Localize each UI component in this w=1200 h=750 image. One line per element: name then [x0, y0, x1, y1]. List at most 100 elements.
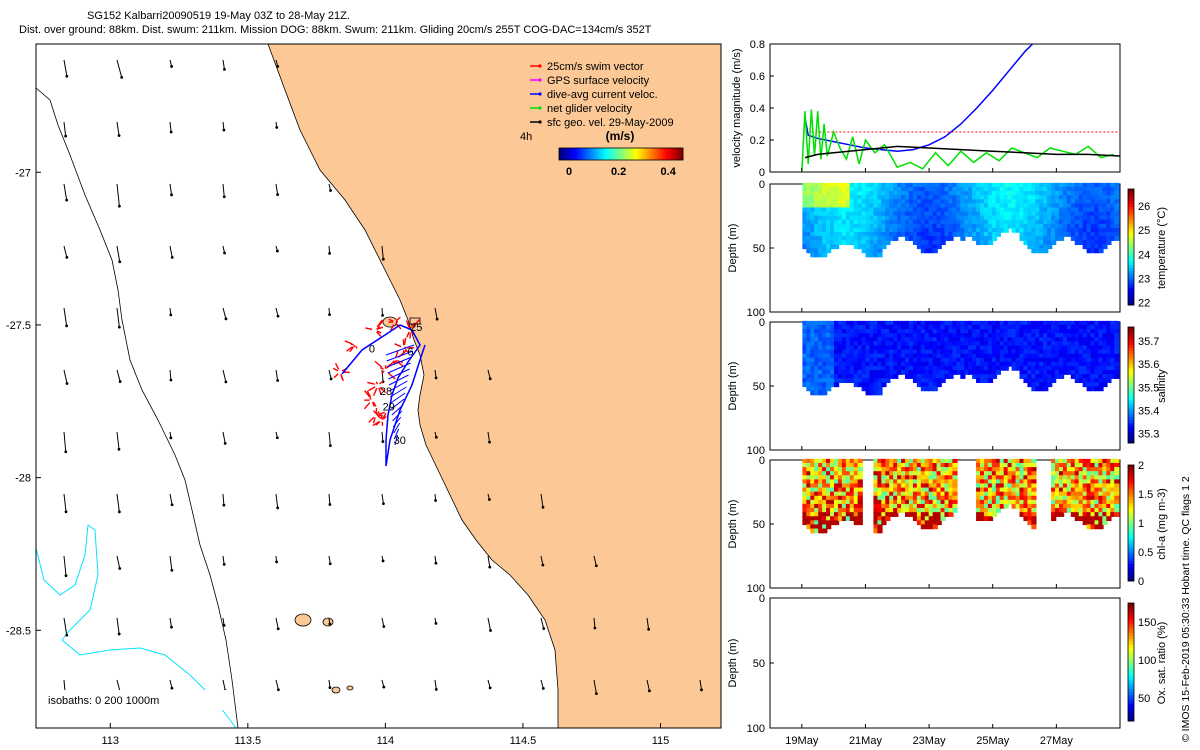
- section-cell: [999, 491, 1005, 497]
- section-cell: [802, 191, 808, 196]
- section-cell: [1019, 479, 1025, 485]
- colorbar-cell: [621, 148, 624, 160]
- section-cell: [1055, 503, 1061, 509]
- section-cell: [814, 345, 820, 351]
- section-cell: [1051, 320, 1057, 326]
- section-cell: [833, 462, 840, 468]
- section-cell: [924, 499, 930, 505]
- section-cell: [991, 475, 998, 481]
- section-cell: [853, 458, 859, 464]
- section-cell: [810, 227, 816, 233]
- section-cell: [980, 487, 986, 493]
- section-cell: [1110, 236, 1116, 241]
- section-cell: [810, 207, 816, 213]
- section-cell: [873, 227, 879, 233]
- section-cell: [1031, 223, 1037, 229]
- section-cell: [948, 236, 954, 241]
- section-cell: [936, 219, 942, 225]
- section-cell: [920, 374, 927, 379]
- section-cell: [841, 199, 848, 205]
- section-cell: [853, 199, 859, 205]
- section-cell: [869, 374, 875, 379]
- section-cell: [1094, 458, 1100, 464]
- colorbar-cell: [593, 148, 596, 160]
- section-cell: [1015, 483, 1021, 489]
- section-cell: [983, 361, 990, 367]
- section-cell: [916, 512, 923, 517]
- section-cell: [833, 483, 840, 489]
- section-cell: [916, 337, 923, 343]
- section-cell: [1070, 345, 1077, 351]
- section-cell: [810, 475, 816, 481]
- section-cell: [833, 508, 840, 513]
- section-cell: [1110, 357, 1116, 363]
- colorbar-cell: [617, 148, 620, 160]
- section-cell: [830, 240, 836, 246]
- swim-vector: [388, 318, 394, 322]
- section-cell: [1023, 495, 1029, 501]
- section-cell: [814, 503, 820, 509]
- section-cell: [814, 248, 820, 254]
- section-cell: [857, 475, 863, 481]
- section-cell: [869, 182, 875, 188]
- dac-vector: [387, 362, 411, 374]
- section-cell: [861, 341, 867, 347]
- sfc-geo-arrow: [328, 493, 331, 505]
- sfc-geo-arrowhead: [328, 503, 332, 506]
- section-cell: [1015, 462, 1021, 468]
- section-cell: [1019, 483, 1025, 489]
- section-cell: [1043, 195, 1049, 200]
- section-cell: [818, 244, 824, 250]
- section-cell: [1078, 337, 1084, 343]
- section-cell: [1086, 471, 1092, 476]
- section-cell: [873, 341, 879, 347]
- section-cell: [1055, 495, 1061, 501]
- section-cell: [960, 215, 966, 221]
- section-cell: [1027, 516, 1033, 522]
- section-cell: [873, 232, 879, 237]
- colorbar-cell: [597, 148, 600, 160]
- section-cell: [841, 207, 848, 213]
- section-cell: [1031, 382, 1037, 388]
- section-colorbar-cell: [1128, 569, 1134, 573]
- section-cell: [822, 186, 828, 192]
- section-cell: [920, 471, 927, 476]
- section-cell: [1031, 324, 1037, 330]
- section-cell: [924, 186, 930, 192]
- section-cell: [1019, 503, 1025, 509]
- swim-vector: [382, 412, 387, 419]
- section-colorbar-cell: [1128, 189, 1134, 193]
- section-cell: [877, 483, 883, 489]
- section-cell: [833, 191, 840, 196]
- section-cell: [869, 195, 875, 200]
- section-colorbar-cell: [1128, 703, 1134, 707]
- section-cell: [1102, 186, 1108, 192]
- section-cell: [841, 365, 848, 371]
- section-cell: [826, 467, 832, 472]
- section-cell: [830, 345, 836, 351]
- section-cell: [908, 503, 915, 509]
- section-cell: [1039, 191, 1045, 196]
- section-cell: [928, 386, 934, 392]
- section-cell: [916, 361, 923, 367]
- section-cell: [1074, 223, 1080, 229]
- section-cell: [995, 471, 1002, 476]
- section-cell: [893, 341, 899, 347]
- section-cell: [1031, 186, 1037, 192]
- section-cell: [857, 495, 863, 501]
- section-cell: [995, 215, 1002, 221]
- section-cell: [1086, 186, 1092, 192]
- section-cell: [814, 458, 820, 464]
- section-cell: [1058, 361, 1065, 367]
- section-cell: [983, 503, 990, 509]
- section-cell: [1051, 378, 1057, 384]
- section-cell: [826, 386, 832, 392]
- section-cell: [806, 378, 812, 384]
- section-cell: [1055, 353, 1061, 359]
- section-cell: [1047, 349, 1053, 355]
- sfc-geo-arrowhead: [169, 313, 173, 317]
- section-cell: [826, 524, 832, 530]
- section-cell: [1031, 365, 1037, 371]
- section-cell: [1086, 503, 1092, 509]
